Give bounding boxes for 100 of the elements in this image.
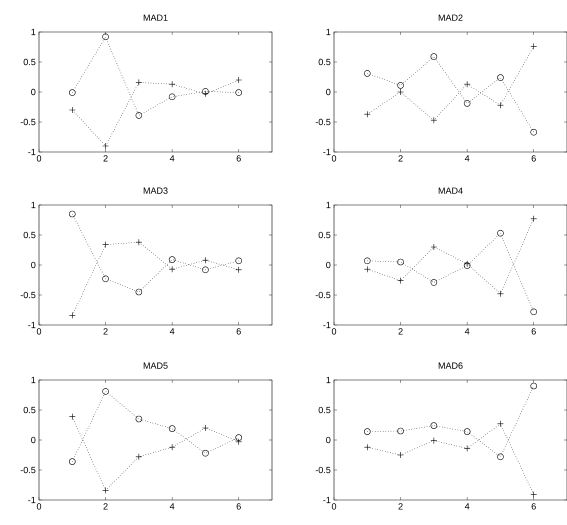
x-tick-label: 6 <box>236 328 241 335</box>
y-tick-label: 0 <box>326 88 330 96</box>
y-tick-label: -1 <box>28 496 36 504</box>
y-tick-label: 0 <box>326 262 330 268</box>
chart-title: MAD6 <box>438 362 463 369</box>
x-tick-label: 4 <box>464 328 470 334</box>
point <box>464 80 470 88</box>
x-tick-label: 6 <box>532 503 536 510</box>
point <box>497 230 504 236</box>
y-tick-label: -1 <box>28 322 36 328</box>
point <box>202 88 209 95</box>
point <box>202 450 209 457</box>
point <box>136 112 142 119</box>
point <box>530 43 538 50</box>
x-tick-label: 0 <box>36 155 42 162</box>
point <box>397 428 404 434</box>
y-tick-label: 0.5 <box>318 58 330 66</box>
point <box>136 238 142 246</box>
point <box>68 458 76 465</box>
point <box>168 94 176 100</box>
point <box>364 258 371 264</box>
y-tick-label: 1 <box>31 376 36 384</box>
point <box>136 288 142 296</box>
x-tick-label: 2 <box>398 328 403 334</box>
point <box>530 216 538 222</box>
point <box>464 445 470 452</box>
point <box>102 388 109 395</box>
point <box>202 256 209 264</box>
x-tick-label: 4 <box>170 328 174 334</box>
y-tick-label: 1 <box>326 28 330 36</box>
y-tick-label: 0.5 <box>318 406 330 414</box>
point <box>497 420 504 428</box>
point <box>397 82 404 89</box>
x-tick-label: 0 <box>36 328 42 335</box>
point <box>235 266 242 274</box>
point <box>430 279 438 286</box>
y-tick-label: 0.5 <box>24 58 36 66</box>
y-tick-label: 1 <box>326 202 330 208</box>
x-tick-label: 4 <box>170 503 174 510</box>
y-tick-label: 0.5 <box>24 232 36 238</box>
point <box>102 34 109 40</box>
x-tick-label: 0 <box>332 503 336 510</box>
point <box>168 425 176 432</box>
chart-title: MAD1 <box>144 14 168 21</box>
y-tick-label: 0 <box>326 436 330 444</box>
point <box>530 128 538 136</box>
point <box>68 89 76 96</box>
chart-title: MAD5 <box>144 362 168 369</box>
y-tick-label: 0 <box>31 88 36 96</box>
point <box>68 312 76 319</box>
y-tick-label: -0.5 <box>20 118 36 126</box>
y-tick-label: -0.5 <box>316 466 330 474</box>
point <box>464 100 470 107</box>
point <box>235 434 242 441</box>
y-tick-label: -0.5 <box>20 292 36 298</box>
point <box>235 258 242 264</box>
y-tick-label: 0 <box>31 262 36 268</box>
point <box>364 428 371 435</box>
x-tick-label: 0 <box>332 155 336 162</box>
x-tick-label: 6 <box>236 155 241 162</box>
chart-title: MAD3 <box>144 187 168 194</box>
point <box>68 210 76 218</box>
point <box>430 422 438 429</box>
point <box>235 438 242 446</box>
y-tick-label: 0.5 <box>318 232 330 238</box>
point <box>430 116 438 124</box>
point <box>497 74 504 81</box>
point <box>530 491 538 498</box>
point <box>235 76 242 84</box>
chart-title: MAD4 <box>438 188 463 194</box>
x-tick-label: 0 <box>332 328 336 335</box>
point <box>430 437 438 444</box>
y-tick-label: -0.5 <box>316 292 330 298</box>
chart-title: MAD2 <box>438 14 463 21</box>
point <box>68 413 76 420</box>
y-tick-label: -0.5 <box>316 118 330 126</box>
y-tick-label: 0.5 <box>24 406 36 414</box>
point <box>68 106 76 114</box>
point <box>397 258 404 266</box>
point <box>136 416 142 422</box>
point <box>364 444 371 451</box>
y-tick-label: 1 <box>31 28 36 36</box>
point <box>364 266 371 273</box>
x-tick-label: 6 <box>532 328 536 335</box>
point <box>530 308 538 316</box>
x-tick-label: 4 <box>464 503 470 510</box>
x-tick-label: 0 <box>36 503 42 510</box>
x-tick-label: 2 <box>104 155 108 162</box>
point <box>364 70 371 77</box>
x-tick-label: 4 <box>464 155 470 162</box>
x-tick-label: 4 <box>170 155 174 162</box>
x-tick-label: 2 <box>398 503 403 510</box>
y-tick-label: -1 <box>323 322 330 328</box>
y-tick-label: -1 <box>28 148 36 156</box>
point <box>102 487 109 494</box>
point <box>235 89 242 96</box>
point <box>136 79 142 86</box>
point <box>497 290 504 298</box>
x-tick-label: 2 <box>104 328 108 334</box>
point <box>102 241 109 248</box>
